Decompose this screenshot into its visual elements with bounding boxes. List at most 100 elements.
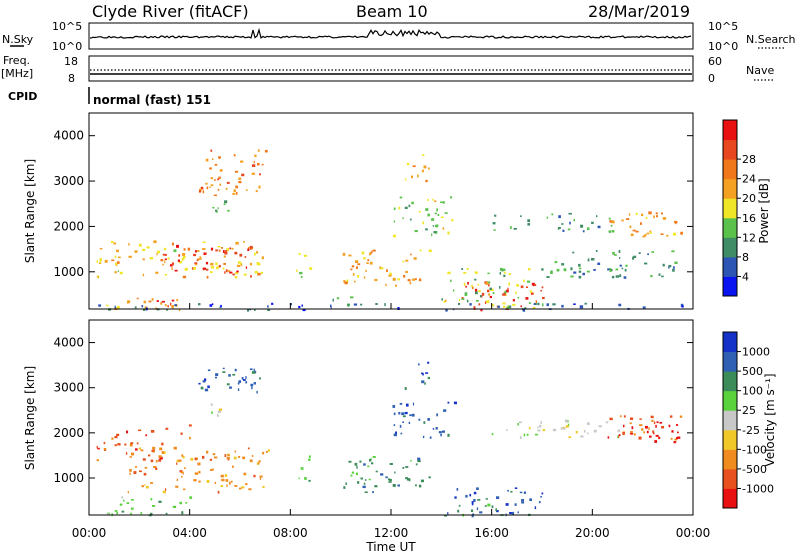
power-cell (235, 272, 239, 275)
power-cell (542, 303, 544, 307)
power-cell (203, 252, 206, 256)
power-cell (466, 268, 469, 271)
power-cell (458, 299, 461, 302)
velocity-cell (564, 427, 566, 430)
power-cell (128, 255, 132, 258)
velocity-colorbar-swatch (723, 429, 737, 450)
velocity-cell (368, 478, 371, 481)
power-cell (445, 308, 448, 312)
power-cell (502, 305, 506, 308)
velocity-cell (411, 413, 415, 417)
power-cell (506, 306, 509, 309)
power-cell (248, 247, 250, 249)
velocity-cell (438, 431, 442, 434)
velocity-cell (206, 450, 209, 454)
power-cell (484, 301, 487, 304)
velocity-cell (298, 477, 300, 480)
velocity-cell (679, 415, 683, 418)
velocity-cell (172, 505, 177, 508)
power-cell (509, 226, 512, 229)
velocity-cell (206, 480, 210, 483)
power-cell (199, 257, 202, 260)
power-cell (512, 303, 516, 306)
power-cell (162, 263, 164, 266)
velocity-cell (130, 499, 134, 501)
power-cell (434, 200, 437, 203)
power-cell (671, 250, 675, 253)
velocity-cell (229, 386, 232, 389)
velocity-cell (415, 463, 418, 466)
power-cell (141, 305, 144, 308)
nave-label: Nave (746, 64, 774, 77)
power-cell (176, 299, 179, 302)
velocity-cell (202, 380, 206, 383)
power-cell (234, 275, 238, 279)
power-cell (199, 256, 202, 259)
power-cell (568, 212, 572, 215)
power-cell (645, 217, 648, 220)
velocity-cell (130, 512, 132, 515)
power-cell (489, 287, 492, 290)
power-cell (233, 154, 236, 157)
power-cell (648, 211, 652, 215)
power-cell (164, 247, 167, 251)
velocity-cell (395, 431, 397, 435)
power-cell (369, 261, 373, 265)
velocity-cell (300, 467, 304, 470)
power-cell (517, 296, 520, 299)
velocity-cell (123, 499, 125, 502)
power-cell (475, 291, 478, 295)
velocity-cell (145, 485, 149, 489)
power-cell (619, 257, 621, 259)
velocity-cell (129, 443, 133, 447)
power-cell (428, 249, 432, 253)
velocity-cell (214, 456, 218, 459)
power-cell (169, 264, 173, 267)
velocity-colorbar-swatch (723, 332, 737, 353)
power-colorbar-tick: 8 (742, 251, 749, 264)
power-cell (608, 230, 611, 233)
velocity-cell (652, 430, 655, 433)
power-cell (115, 262, 118, 265)
power-cell (629, 225, 632, 229)
power-cell (251, 172, 255, 175)
noise-tick-right-top: 10^5 (708, 20, 738, 33)
power-cell (508, 305, 512, 309)
velocity-cell (609, 417, 613, 421)
power-cell (371, 250, 373, 254)
power-cell (528, 268, 531, 271)
power-cell (194, 262, 198, 266)
power-cell (114, 305, 116, 309)
power-cell (492, 292, 495, 295)
velocity-cell (234, 485, 238, 487)
velocity-cell (230, 480, 233, 483)
power-cell (527, 219, 531, 222)
velocity-cell (233, 456, 237, 460)
power-cell (499, 286, 501, 289)
power-cell (249, 247, 252, 250)
velocity-cell (176, 462, 178, 465)
power-cell (216, 266, 219, 270)
velocity-cell (209, 458, 213, 461)
power-cell (431, 233, 433, 237)
velocity-cell (222, 367, 225, 370)
velocity-cell (238, 380, 242, 383)
velocity-cell (580, 435, 584, 438)
velocity-cell (224, 474, 228, 477)
power-cell (421, 154, 425, 156)
power-cell (233, 189, 236, 193)
velocity-cell (304, 477, 307, 480)
power-cell (512, 299, 515, 302)
power-cell (164, 304, 167, 307)
velocity-cell (415, 484, 417, 487)
power-cell (487, 281, 491, 284)
power-cell (504, 290, 507, 294)
velocity-cell (523, 491, 526, 494)
power-cell (167, 257, 170, 260)
velocity-cell (138, 447, 142, 450)
power-cell (465, 285, 467, 288)
power-cell (229, 247, 231, 250)
power-cell (421, 169, 424, 173)
velocity-cell (423, 421, 426, 424)
x-tick-label: 08:00 (273, 526, 308, 540)
